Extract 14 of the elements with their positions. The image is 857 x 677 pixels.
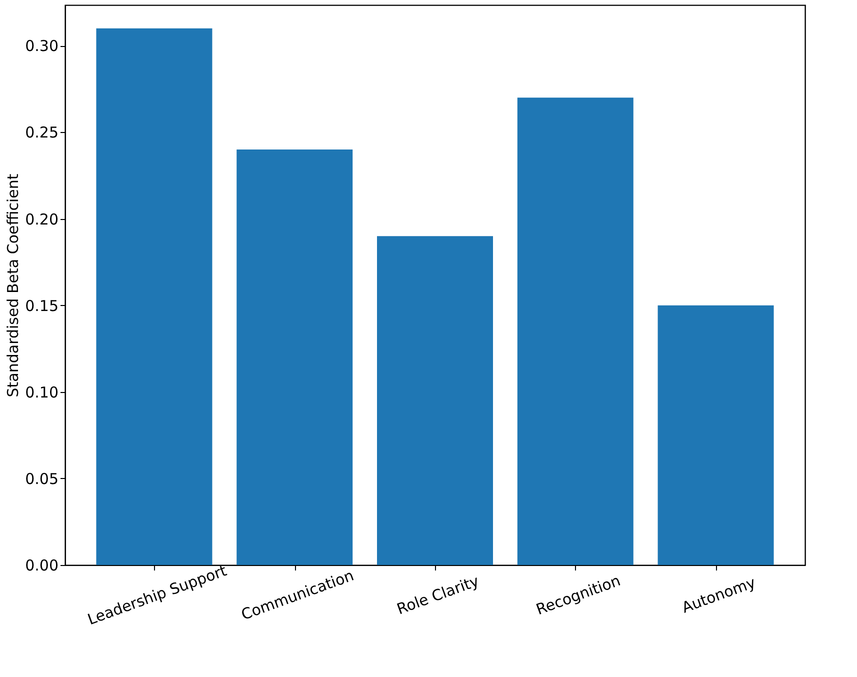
y-tick-label: 0.10	[25, 383, 58, 402]
y-axis-title: Standardised Beta Coefficient	[4, 174, 22, 398]
y-tick-label: 0.05	[25, 470, 58, 488]
bar	[517, 98, 634, 565]
bar	[96, 28, 212, 565]
bar	[377, 236, 493, 565]
bar	[236, 150, 353, 565]
bar	[658, 305, 774, 565]
y-tick-label: 0.20	[25, 210, 58, 228]
y-tick-label: 0.15	[25, 296, 58, 315]
y-tick-label: 0.00	[25, 556, 58, 574]
x-tick-label: Role Clarity	[394, 572, 482, 618]
y-tick-label: 0.30	[25, 37, 58, 56]
y-tick-label: 0.25	[25, 124, 58, 142]
